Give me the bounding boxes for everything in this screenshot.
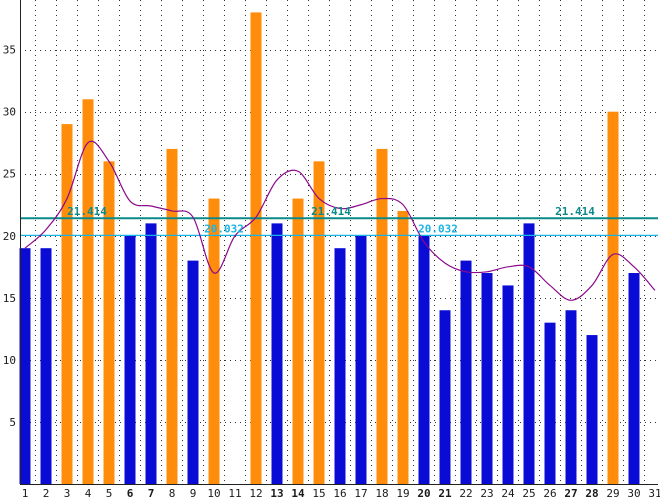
bar — [250, 12, 262, 485]
bar — [61, 124, 73, 484]
x-tick-label: 13 — [270, 487, 283, 500]
x-tick-label: 21 — [438, 487, 452, 500]
bar — [166, 148, 178, 484]
x-tick-label: 27 — [564, 487, 577, 500]
x-tick-label: 29 — [606, 487, 619, 500]
reference-line-label: 21.414 — [311, 205, 351, 218]
bar — [124, 235, 136, 484]
grid-lines — [20, 0, 658, 484]
bar — [376, 148, 388, 484]
y-tick-label: 35 — [3, 44, 16, 57]
x-tick-label: 11 — [228, 487, 241, 500]
x-tick-label: 6 — [127, 487, 134, 500]
bar — [544, 322, 556, 484]
y-tick-label: 5 — [9, 416, 16, 429]
y-tick-label: 25 — [3, 168, 16, 181]
bar — [460, 260, 472, 484]
x-tick-label: 4 — [85, 487, 92, 500]
bar — [19, 248, 31, 484]
reference-line-label: 20.032 — [204, 222, 244, 235]
x-tick-label: 18 — [375, 487, 388, 500]
x-tick-label: 9 — [190, 487, 197, 500]
bar — [292, 198, 304, 485]
y-tick-labels: 5 10 15 20 25 30 35 — [3, 44, 16, 429]
trend-line — [24, 140, 656, 301]
x-tick-label: 14 — [291, 487, 305, 500]
reference-lines — [20, 217, 658, 236]
x-tick-label: 23 — [480, 487, 493, 500]
y-tick-label: 20 — [3, 230, 16, 243]
x-tick-label: 20 — [417, 487, 430, 500]
bar — [439, 310, 451, 484]
x-tick-label: 15 — [312, 487, 325, 500]
bar — [418, 235, 430, 484]
bar — [208, 198, 220, 485]
bar — [271, 223, 283, 484]
x-tick-label: 17 — [354, 487, 367, 500]
x-tick-label: 19 — [396, 487, 409, 500]
reference-line-labels: 21.414 21.414 21.414 20.032 20.032 — [67, 205, 595, 235]
bar — [628, 273, 640, 484]
x-tick-label: 24 — [501, 487, 515, 500]
y-tick-label: 15 — [3, 292, 16, 305]
bar — [523, 223, 535, 484]
bar — [565, 310, 577, 484]
bar — [334, 248, 346, 484]
x-tick-label: 12 — [249, 487, 262, 500]
x-tick-label: 28 — [585, 487, 598, 500]
x-tick-label: 3 — [64, 487, 71, 500]
reference-line-label: 21.414 — [555, 205, 595, 218]
y-tick-label: 30 — [3, 106, 16, 119]
bar — [502, 285, 514, 484]
x-tick-label: 7 — [148, 487, 155, 500]
x-tick-label: 1 — [22, 487, 29, 500]
axes — [20, 0, 658, 485]
bar — [481, 273, 493, 484]
bar — [40, 248, 52, 484]
bar — [187, 260, 199, 484]
x-tick-label: 26 — [543, 487, 556, 500]
bar — [313, 161, 325, 485]
x-tick-label: 8 — [169, 487, 176, 500]
bar — [82, 99, 94, 485]
bar — [145, 223, 157, 484]
x-tick-label: 16 — [333, 487, 346, 500]
x-tick-label: 5 — [106, 487, 113, 500]
trend-line-path — [24, 140, 656, 301]
x-tick-labels: 1 2 3 4 5 6 7 8 9 10 11 12 13 14 15 16 17 18 19 20 21 22 23 24 2… — [22, 487, 660, 500]
reference-line-label: 21.414 — [67, 205, 107, 218]
reference-line-label: 20.032 — [418, 222, 458, 235]
x-tick-label: 22 — [459, 487, 472, 500]
bar — [607, 111, 619, 484]
bar — [397, 210, 409, 484]
bar — [103, 161, 115, 485]
x-tick-label: 31 — [648, 487, 660, 500]
bars — [19, 12, 640, 485]
x-tick-label: 2 — [43, 487, 50, 500]
x-tick-label: 25 — [522, 487, 535, 500]
bar — [586, 335, 598, 484]
y-tick-label: 10 — [3, 354, 16, 367]
bar — [355, 235, 367, 484]
x-tick-label: 30 — [627, 487, 640, 500]
x-tick-label: 10 — [207, 487, 220, 500]
